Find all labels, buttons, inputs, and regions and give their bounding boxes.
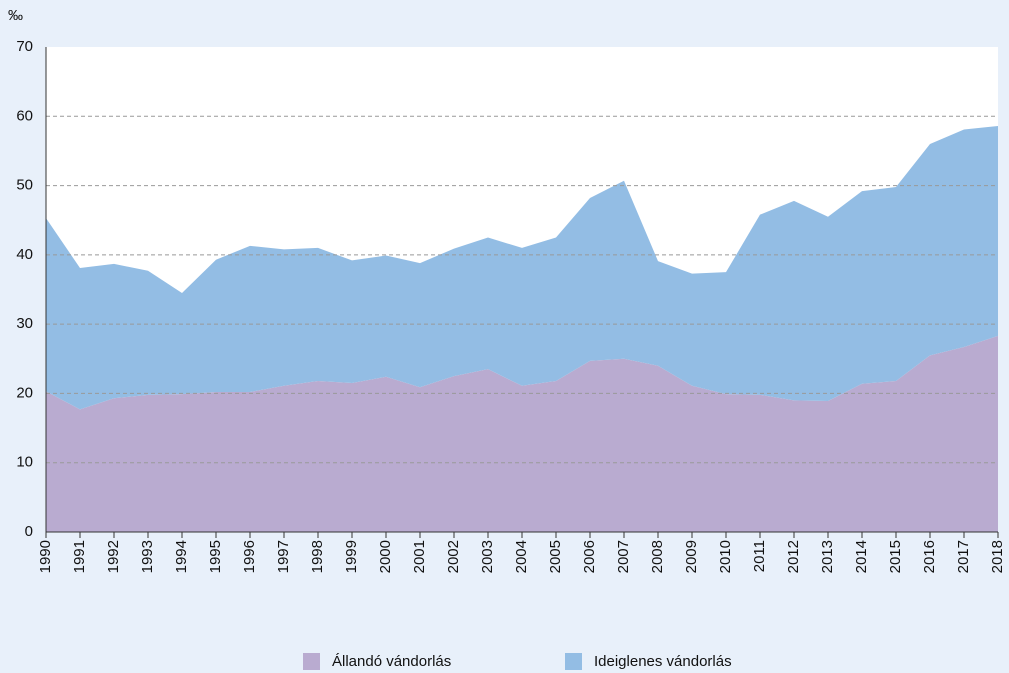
x-tick-label: 1992 [105,540,122,573]
x-tick-label: 2010 [717,540,734,573]
x-tick-label: 2002 [445,540,462,573]
y-tick-label: 0 [25,523,33,540]
y-tick-label: 40 [16,246,33,263]
x-tick-label: 2013 [819,540,836,573]
x-tick-label: 2004 [513,540,530,573]
x-tick-label: 1993 [139,540,156,573]
y-tick-label: 20 [16,384,33,401]
legend-swatch [303,653,320,670]
x-tick-label: 1990 [37,540,54,573]
y-tick-label: 70 [16,38,33,55]
x-tick-label: 2005 [547,540,564,573]
x-tick-label: 2015 [887,540,904,573]
area [46,335,998,532]
y-tick-label: 50 [16,177,33,194]
legend-label: Állandó vándorlás [332,653,451,670]
legend-swatch [565,653,582,670]
x-tick-label: 2003 [479,540,496,573]
x-tick-label: 2018 [989,540,1006,573]
x-tick-label: 1997 [275,540,292,573]
y-tick-label: 30 [16,315,33,332]
x-tick-label: 1999 [343,540,360,573]
x-tick-label: 2007 [615,540,632,573]
area [46,125,998,410]
x-tick-label: 1996 [241,540,258,573]
x-tick-label: 2014 [853,540,870,573]
x-tick-label: 1991 [71,540,88,573]
y-tick-label: 10 [16,454,33,471]
x-tick-label: 2017 [955,540,972,573]
legend-label: Ideiglenes vándorlás [594,653,732,670]
x-tick-label: 2001 [411,540,428,573]
x-tick-label: 2009 [683,540,700,573]
x-tick-label: 2011 [751,540,768,572]
y-tick-label: 60 [16,107,33,124]
x-tick-label: 1998 [309,540,326,573]
x-tick-label: 2000 [377,540,394,573]
x-tick-label: 2012 [785,540,802,573]
x-tick-label: 1995 [207,540,224,573]
x-tick-label: 2008 [649,540,666,573]
x-tick-label: 2006 [581,540,598,573]
x-tick-label: 2016 [921,540,938,573]
x-tick-label: 1994 [173,540,190,573]
y-axis-label: ‰ [8,7,23,24]
